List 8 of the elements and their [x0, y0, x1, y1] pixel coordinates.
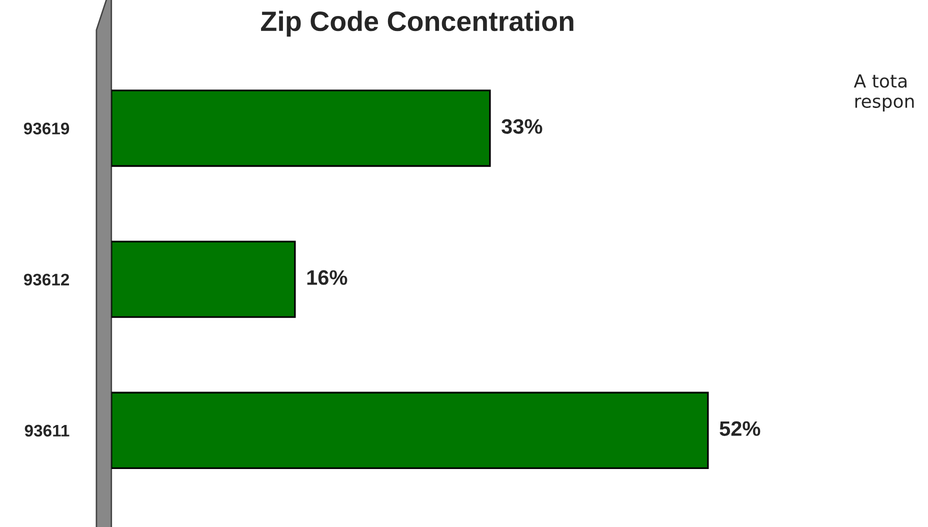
y-tick-label: 93612	[24, 274, 70, 286]
y-tick-label: 93611	[24, 424, 70, 437]
text: A tota respon	[854, 74, 914, 112]
y-tick-label: 93619	[24, 122, 70, 134]
data-label: 52%	[720, 421, 760, 436]
data-label: 33%	[502, 119, 542, 134]
text: Zip Code Concentration	[261, 10, 574, 37]
data-label: 16%	[307, 270, 348, 285]
